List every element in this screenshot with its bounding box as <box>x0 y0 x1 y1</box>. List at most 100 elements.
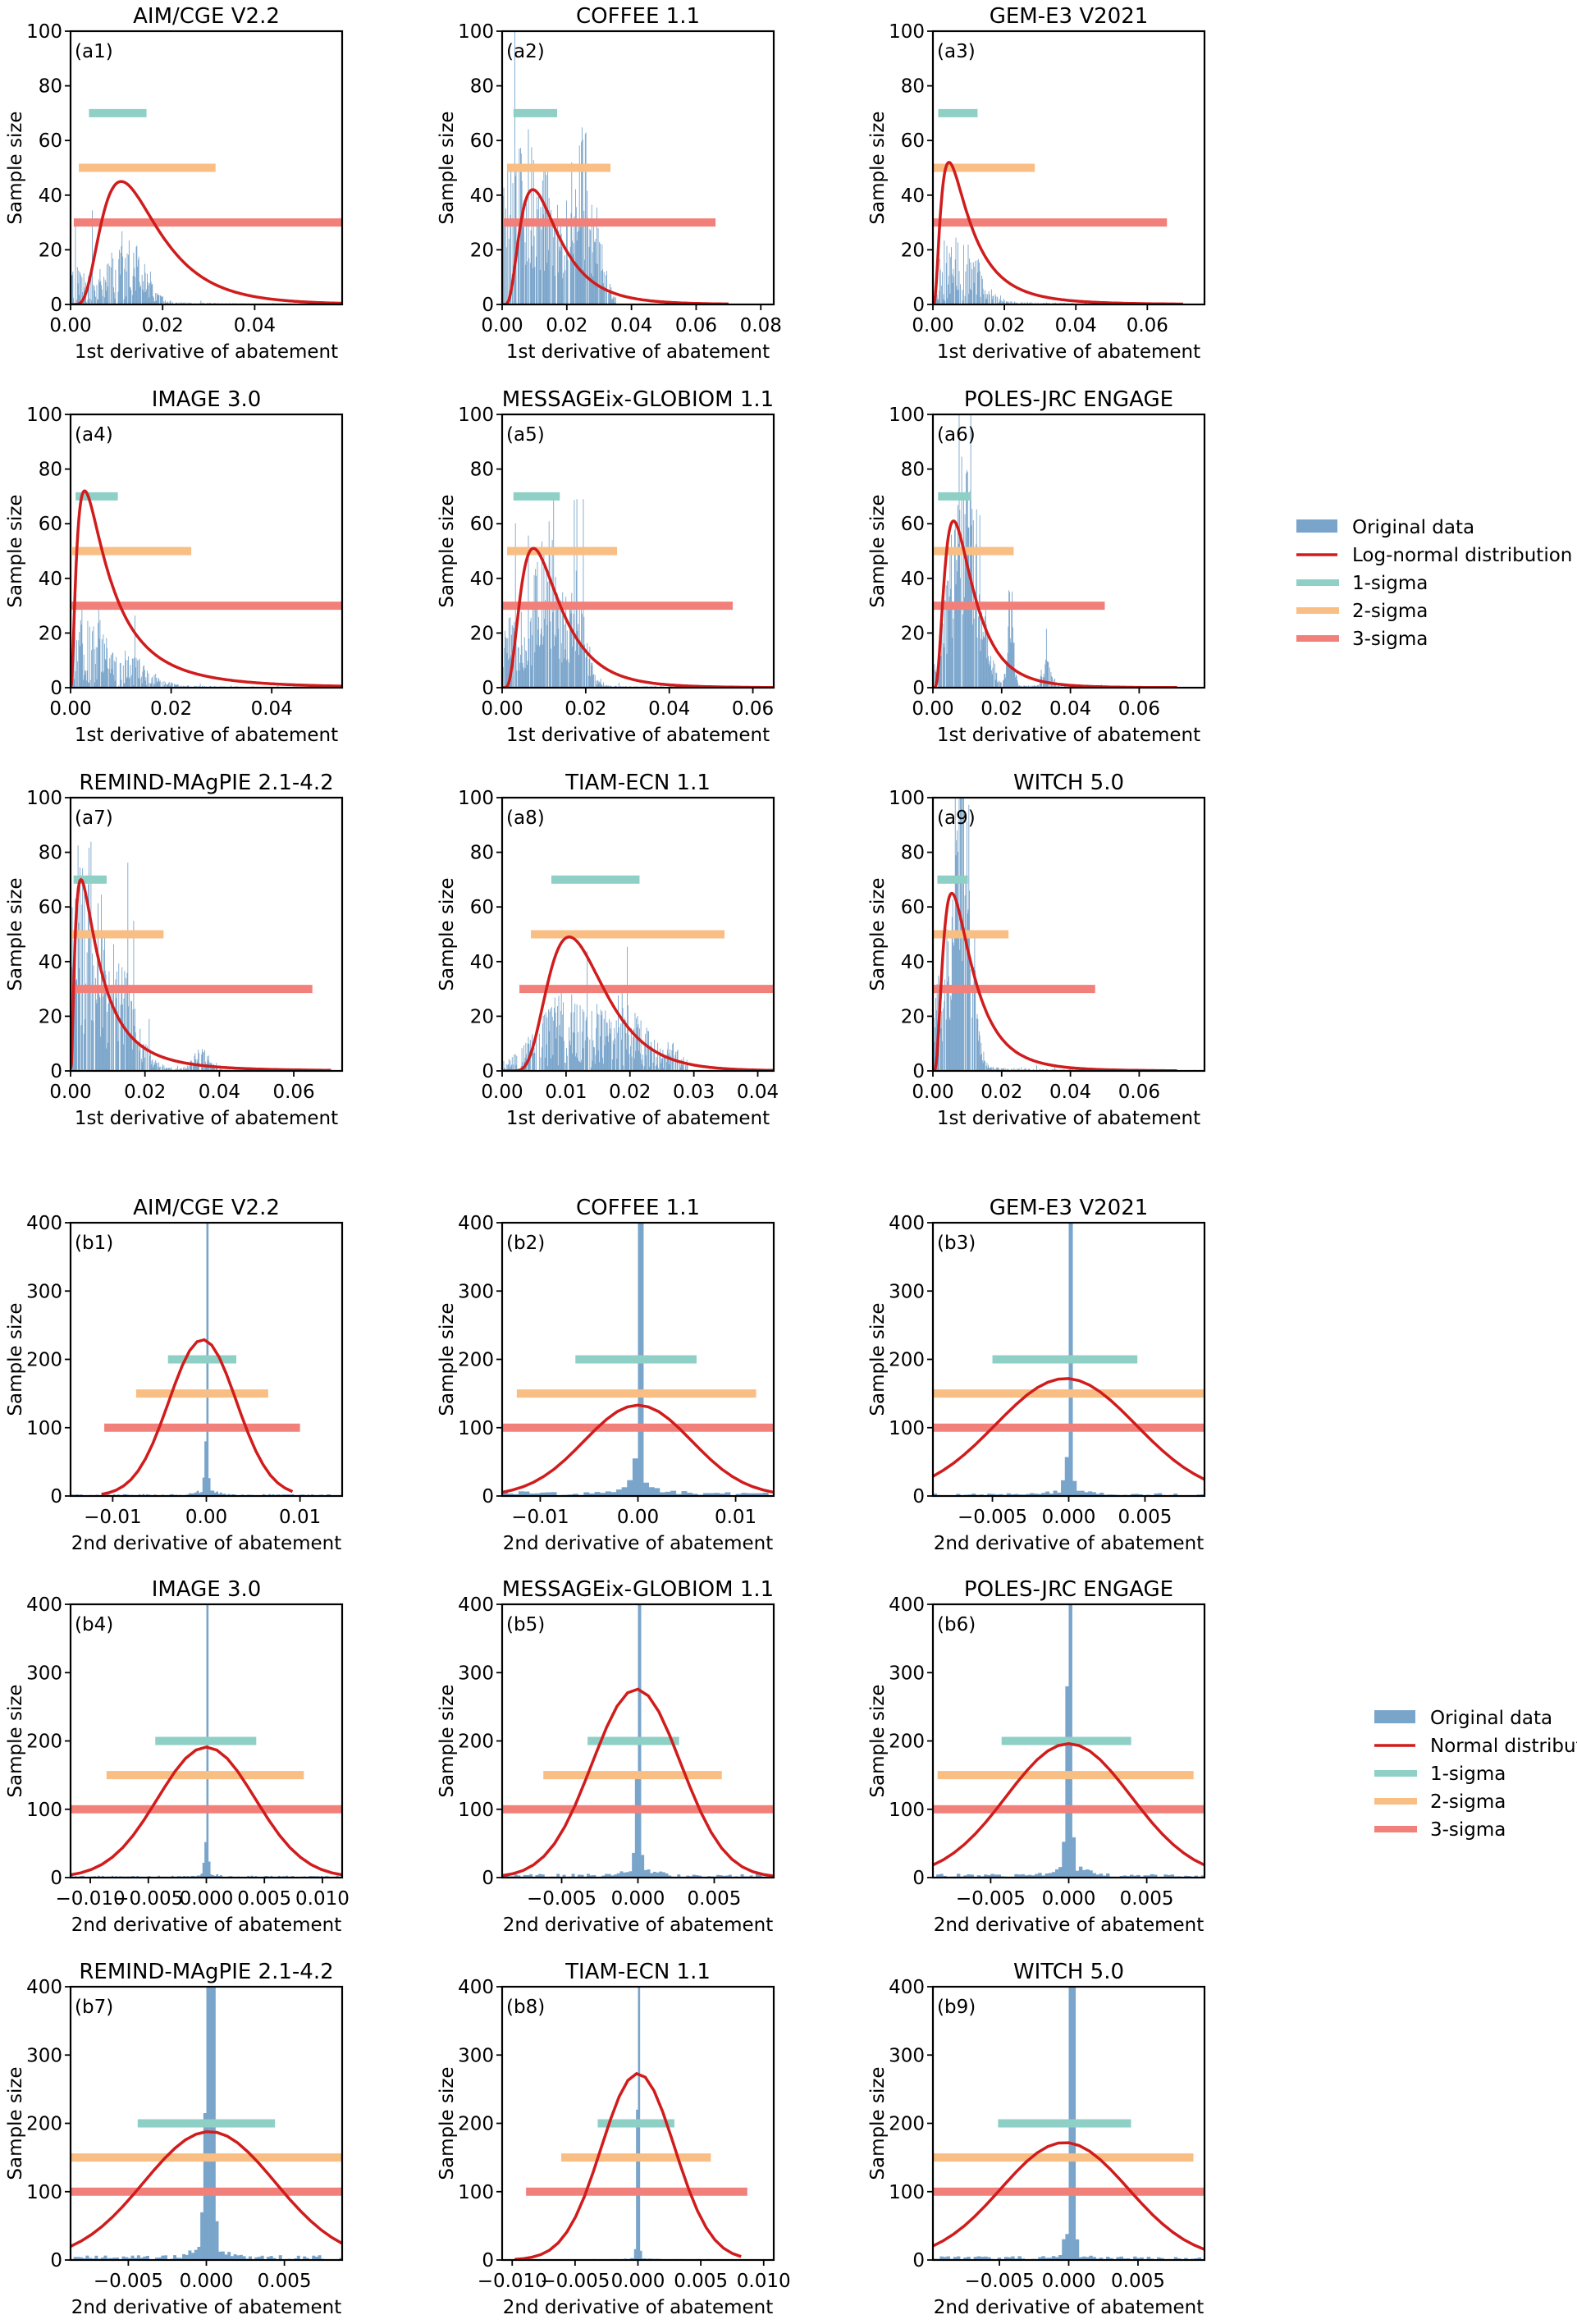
fit-curve <box>71 489 342 688</box>
x-tick-label: 0.06 <box>272 1082 314 1103</box>
histogram-bar <box>139 658 140 688</box>
histogram-bar <box>613 298 615 304</box>
histogram-bar <box>547 1009 549 1071</box>
histogram-bar <box>535 569 537 688</box>
histogram-bar <box>641 1855 645 1878</box>
x-tick-label: 0.000 <box>1042 1507 1096 1528</box>
x-tick-label: 0.005 <box>674 2271 728 2292</box>
histogram-bar <box>187 1068 189 1071</box>
histogram-bar <box>92 953 93 1071</box>
x-tick-label: 0.005 <box>1120 1888 1174 1910</box>
histogram-bar <box>161 296 162 304</box>
histogram-bar <box>142 1047 144 1071</box>
histogram-bar <box>643 1066 645 1071</box>
histogram-bar <box>588 1493 595 1496</box>
histogram-bar <box>1089 2255 1093 2260</box>
histogram-bar <box>984 638 985 688</box>
histogram-bar <box>286 1875 289 1878</box>
histogram-bar <box>977 272 979 304</box>
histogram-bar <box>230 2256 234 2260</box>
histogram-bar <box>1041 1493 1046 1496</box>
histogram-bar <box>588 658 590 688</box>
histogram-bar <box>192 1065 194 1071</box>
y-tick-label: 20 <box>470 623 494 644</box>
histogram-bar <box>168 1068 170 1071</box>
histogram-bar <box>572 240 574 304</box>
histogram-bar <box>584 259 585 304</box>
histogram-bar <box>942 272 943 304</box>
histogram-bar <box>103 277 105 304</box>
histogram-bar <box>982 631 984 688</box>
histogram-bar <box>575 570 577 688</box>
histogram-bar <box>947 580 948 688</box>
x-tick-label: −0.010 <box>478 2271 547 2292</box>
histogram-bar <box>621 1487 628 1496</box>
histogram-bar <box>958 543 959 688</box>
histogram-bar <box>134 268 135 304</box>
histogram-bar <box>144 670 145 688</box>
histogram-bar <box>524 242 526 304</box>
x-axis-label: 1st derivative of abatement <box>75 1108 338 1129</box>
histogram-bar <box>587 675 589 688</box>
histogram-bar <box>560 234 562 304</box>
histogram-bar <box>593 1046 595 1071</box>
histogram-bar <box>96 1003 98 1071</box>
histogram-bar <box>633 2249 637 2260</box>
histogram-bar <box>559 1025 560 1071</box>
histogram-bar <box>1008 590 1010 688</box>
x-tick-label: −0.005 <box>956 1888 1026 1910</box>
histogram-bar <box>87 620 89 688</box>
histogram-bar <box>75 223 76 304</box>
histogram-bar <box>523 637 525 688</box>
histogram-bar <box>590 1067 592 1071</box>
histogram-bar <box>213 1068 215 1071</box>
histogram-bar <box>1048 661 1049 688</box>
histogram-bar <box>1013 302 1015 304</box>
histogram-bar <box>972 262 974 304</box>
x-tick-label: 0.04 <box>199 1082 240 1103</box>
histogram-bar <box>163 301 165 304</box>
histogram-bar <box>80 274 81 304</box>
histogram-bar <box>272 2258 277 2260</box>
x-tick-label: −0.005 <box>964 2271 1034 2292</box>
panel-title: MESSAGEix-GLOBIOM 1.1 <box>502 1577 774 1602</box>
histogram-bar <box>1041 1875 1045 1878</box>
plot-area <box>71 841 331 1071</box>
histogram-bar <box>553 237 555 304</box>
x-tick-label: 0.02 <box>124 1082 166 1103</box>
histogram-bar <box>139 2258 144 2260</box>
histogram-bar <box>540 1057 542 1071</box>
histogram-bar <box>78 270 80 304</box>
histogram-bar <box>107 668 108 688</box>
histogram-bar <box>278 2255 282 2260</box>
histogram-bar <box>519 662 521 688</box>
histogram-bar <box>164 684 166 688</box>
histogram-bar <box>545 167 546 304</box>
y-tick-label: 200 <box>458 1350 494 1371</box>
histogram-bar <box>1054 2257 1059 2260</box>
x-tick-label: 0.02 <box>546 315 587 336</box>
panel-label: (a3) <box>937 41 976 62</box>
histogram-bar <box>959 949 961 1071</box>
histogram-bar <box>758 1874 762 1878</box>
panel-title: WITCH 5.0 <box>1013 1960 1124 1984</box>
histogram-bar <box>942 1041 943 1071</box>
y-axis-label: Sample size <box>867 877 889 990</box>
histogram-bar <box>619 1871 624 1878</box>
histogram-bar <box>137 660 139 688</box>
histogram-bar <box>510 1066 512 1071</box>
x-tick-label: 0.04 <box>1049 1082 1091 1103</box>
histogram-bar <box>141 274 143 304</box>
histogram-bar <box>653 1050 655 1071</box>
y-axis-label: Sample size <box>437 1684 458 1797</box>
histogram-bar <box>194 1053 196 1071</box>
y-axis-label: Sample size <box>437 111 458 224</box>
histogram-bar <box>99 997 101 1071</box>
histogram-bar <box>199 1875 201 1878</box>
x-tick-label: 0.01 <box>545 1082 587 1103</box>
histogram-bar <box>1003 299 1004 304</box>
histogram-bar <box>145 2255 149 2260</box>
